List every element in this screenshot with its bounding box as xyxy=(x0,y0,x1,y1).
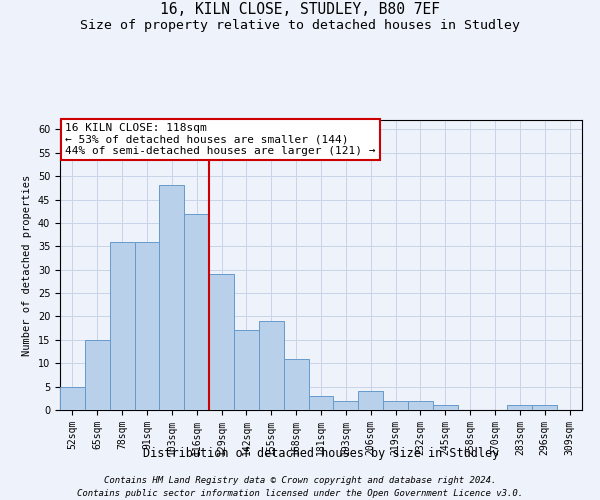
Bar xyxy=(134,242,160,410)
Bar xyxy=(184,214,209,410)
Bar xyxy=(284,358,308,410)
Bar xyxy=(334,400,358,410)
Y-axis label: Number of detached properties: Number of detached properties xyxy=(22,174,32,356)
Bar xyxy=(508,406,532,410)
Bar xyxy=(308,396,334,410)
Text: 16 KILN CLOSE: 118sqm
← 53% of detached houses are smaller (144)
44% of semi-det: 16 KILN CLOSE: 118sqm ← 53% of detached … xyxy=(65,123,376,156)
Text: Size of property relative to detached houses in Studley: Size of property relative to detached ho… xyxy=(80,18,520,32)
Bar xyxy=(383,400,408,410)
Text: 16, KILN CLOSE, STUDLEY, B80 7EF: 16, KILN CLOSE, STUDLEY, B80 7EF xyxy=(160,2,440,18)
Text: Contains HM Land Registry data © Crown copyright and database right 2024.: Contains HM Land Registry data © Crown c… xyxy=(104,476,496,485)
Bar xyxy=(234,330,259,410)
Bar xyxy=(110,242,134,410)
Bar xyxy=(532,406,557,410)
Bar xyxy=(358,392,383,410)
Bar xyxy=(433,406,458,410)
Text: Contains public sector information licensed under the Open Government Licence v3: Contains public sector information licen… xyxy=(77,489,523,498)
Bar xyxy=(160,186,184,410)
Bar xyxy=(60,386,85,410)
Bar xyxy=(209,274,234,410)
Text: Distribution of detached houses by size in Studley: Distribution of detached houses by size … xyxy=(143,448,499,460)
Bar xyxy=(408,400,433,410)
Bar xyxy=(85,340,110,410)
Bar xyxy=(259,321,284,410)
